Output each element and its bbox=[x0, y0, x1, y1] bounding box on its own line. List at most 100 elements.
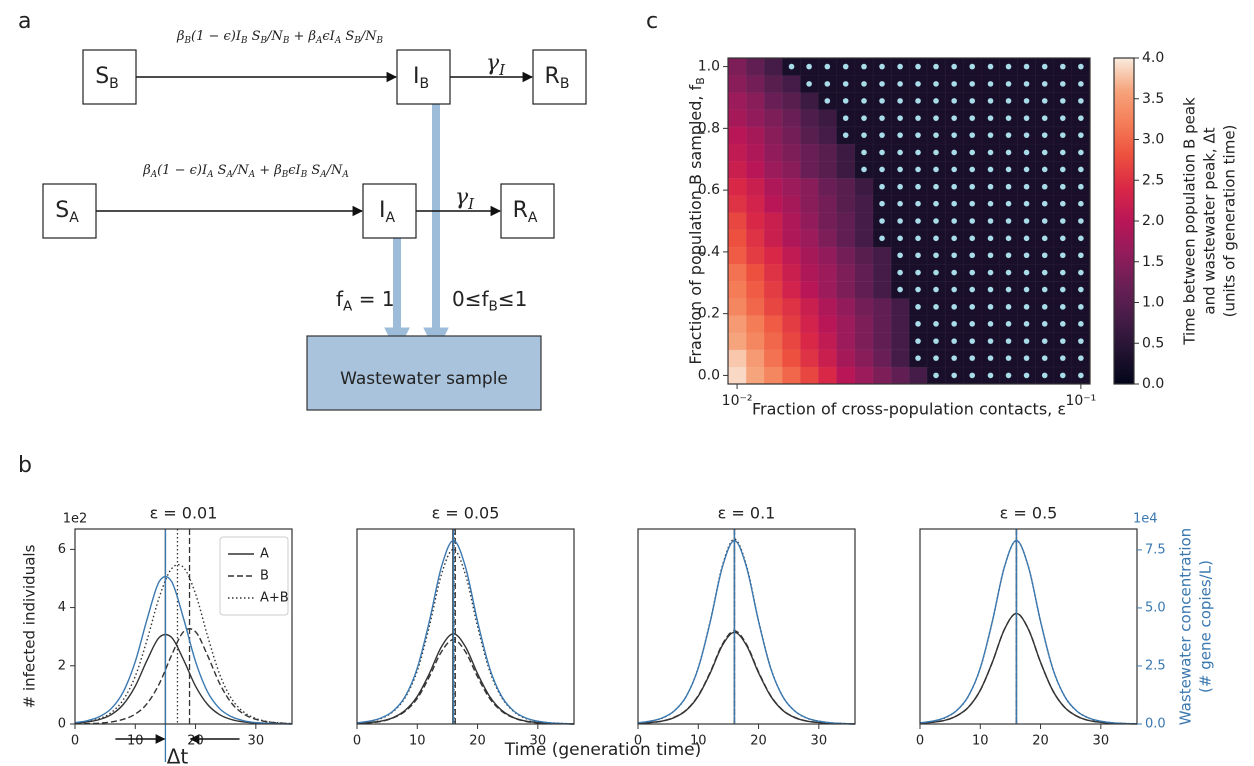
marker-dot bbox=[1060, 286, 1066, 293]
marker-dot bbox=[861, 81, 867, 87]
text-segment: /N bbox=[325, 163, 343, 178]
heatmap-cell bbox=[836, 297, 856, 316]
heatmap-cell bbox=[727, 280, 747, 299]
heatmap-cell bbox=[727, 366, 747, 385]
text-segment: f bbox=[336, 287, 344, 311]
compartment-main: I bbox=[379, 198, 386, 223]
y2-axis-label: Wastewater concentration bbox=[1177, 528, 1195, 725]
marker-dot bbox=[1060, 183, 1066, 190]
marker-dot bbox=[915, 252, 921, 259]
heatmap-cell bbox=[854, 366, 874, 385]
y2-tick-label: 0.0 bbox=[1145, 717, 1166, 732]
marker-dot bbox=[1041, 321, 1048, 327]
text-segment: /N bbox=[359, 29, 377, 44]
heatmap-cell bbox=[745, 349, 765, 368]
heatmap-cell bbox=[836, 229, 856, 248]
marker-dot bbox=[879, 149, 885, 156]
heatmap-cell bbox=[817, 332, 838, 351]
marker-dot bbox=[987, 200, 994, 207]
marker-dot bbox=[1023, 115, 1030, 121]
heatmap-cell bbox=[745, 194, 765, 213]
heatmap-cell bbox=[763, 194, 783, 213]
marker-dot bbox=[1005, 166, 1012, 173]
heatmap-cell bbox=[727, 177, 747, 196]
y2-axis-label: (# gene copies/L) bbox=[1197, 560, 1215, 693]
marker-dot bbox=[1078, 338, 1084, 344]
marker-dot bbox=[1060, 321, 1066, 327]
heatmap-cell bbox=[872, 315, 892, 334]
colorbar-tick-label: 1.5 bbox=[1142, 254, 1164, 270]
heatmap-cell bbox=[763, 57, 783, 76]
marker-dot bbox=[951, 235, 957, 242]
marker-dot bbox=[933, 304, 939, 310]
marker-dot bbox=[1060, 269, 1066, 276]
heatmap-cell bbox=[781, 229, 801, 248]
marker-dot bbox=[933, 63, 939, 70]
heatmap-cell bbox=[854, 349, 874, 368]
marker-dot bbox=[969, 252, 976, 259]
y-tick-label: 0.0 bbox=[698, 367, 720, 383]
marker-dot bbox=[1078, 218, 1084, 224]
marker-dot bbox=[1005, 81, 1012, 87]
series-line bbox=[74, 628, 293, 725]
text-segment: γ bbox=[486, 51, 500, 76]
fraction-label: fA = 1 bbox=[336, 287, 395, 315]
plot-frame bbox=[919, 528, 1138, 725]
marker-dot bbox=[987, 235, 994, 242]
marker-dot bbox=[861, 63, 867, 70]
marker-dot bbox=[1060, 81, 1066, 87]
marker-dot bbox=[1078, 355, 1084, 361]
heatmap-cell bbox=[800, 349, 819, 368]
heatmap-cell bbox=[800, 109, 819, 128]
marker-dot bbox=[1023, 149, 1030, 156]
marker-dot bbox=[1060, 166, 1066, 173]
compartment-label: SA bbox=[55, 198, 79, 226]
marker-dot bbox=[1005, 355, 1012, 361]
marker-dot bbox=[933, 269, 939, 276]
compartment-box bbox=[500, 183, 555, 239]
marker-dot bbox=[879, 98, 885, 104]
marker-dot bbox=[1078, 321, 1084, 327]
marker-dot bbox=[897, 235, 903, 242]
marker-dot bbox=[1041, 63, 1048, 70]
text-segment: I bbox=[498, 61, 506, 79]
series-line bbox=[637, 631, 856, 725]
chart-title: ε = 0.05 bbox=[432, 504, 500, 523]
marker-dot bbox=[987, 81, 994, 87]
x-tick-label: 30 bbox=[248, 734, 265, 749]
text-segment: ≤1 bbox=[498, 287, 527, 311]
marker-dot bbox=[861, 166, 867, 173]
marker-dot bbox=[987, 321, 994, 327]
heatmap-cell bbox=[763, 109, 783, 128]
compartment-sub: A bbox=[69, 210, 79, 226]
series-line bbox=[74, 633, 293, 725]
text-segment: S bbox=[248, 29, 261, 44]
heatmap-cell bbox=[800, 177, 819, 196]
heatmap-cell bbox=[781, 315, 801, 334]
heatmap-cell bbox=[836, 143, 856, 162]
marker-dot bbox=[915, 183, 921, 190]
compartment-box bbox=[362, 183, 417, 239]
marker-dot bbox=[1041, 269, 1048, 276]
marker-dot bbox=[987, 286, 994, 293]
marker-dot bbox=[861, 132, 867, 138]
heatmap-cell bbox=[890, 315, 910, 334]
marker-dot bbox=[842, 81, 849, 87]
x-tick-label: 0 bbox=[71, 734, 79, 749]
fraction-label: 0≤fB≤1 bbox=[452, 287, 527, 315]
heatmap-cell bbox=[763, 212, 783, 231]
compartment-main: R bbox=[545, 64, 560, 89]
marker-dot bbox=[933, 166, 939, 173]
colorbar-tick-label: 0.5 bbox=[1142, 335, 1164, 351]
heatmap-cell bbox=[781, 246, 801, 265]
marker-dot bbox=[1078, 269, 1084, 276]
marker-dot bbox=[933, 286, 939, 293]
marker-dot bbox=[1005, 235, 1012, 242]
heatmap-cell bbox=[745, 143, 765, 162]
chart-title: ε = 0.5 bbox=[1000, 504, 1058, 523]
marker-dot bbox=[951, 286, 957, 293]
marker-dot bbox=[1041, 218, 1048, 224]
marker-dot bbox=[987, 132, 994, 138]
series-line bbox=[637, 539, 856, 725]
compartment-sub: B bbox=[560, 76, 570, 92]
